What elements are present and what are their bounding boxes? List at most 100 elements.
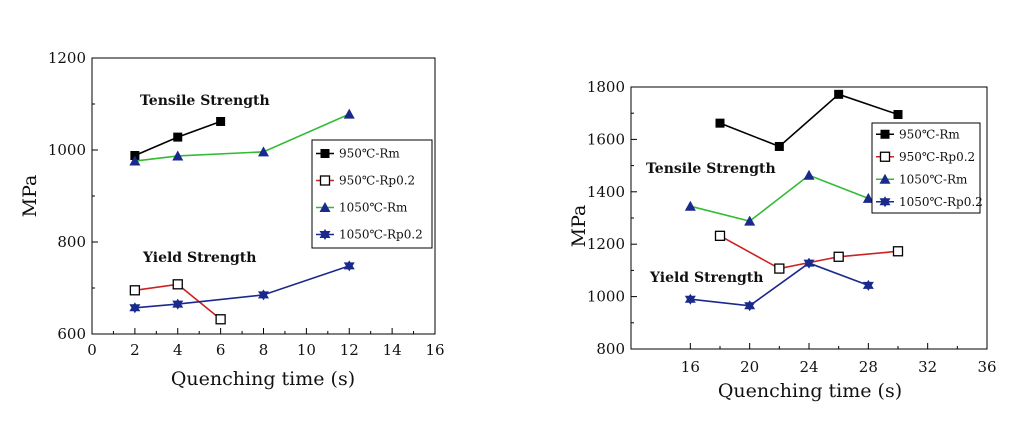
- data-point: [130, 151, 140, 161]
- y-tick-label: 1000: [48, 141, 86, 159]
- series-line: [134, 265, 350, 309]
- data-point: [892, 246, 904, 257]
- y-tick-label: 800: [596, 340, 625, 358]
- legend: 950℃-Rm 950℃-Rp0.2 1050℃-Rm 1050℃-Rp0.2: [311, 139, 433, 249]
- y-tick-label: 1200: [48, 49, 86, 67]
- data-point: [216, 116, 226, 126]
- data-point: [343, 260, 355, 272]
- legend-marker: [879, 151, 891, 162]
- legend-label: 1050℃-Rm: [899, 172, 968, 186]
- x-tick-label: 8: [259, 341, 269, 359]
- legend-marker: [879, 196, 891, 208]
- series-1: [129, 279, 226, 325]
- data-point: [803, 257, 815, 269]
- legend-label: 1050℃-Rp0.2: [339, 228, 423, 242]
- x-tick-label: 24: [799, 358, 818, 376]
- x-axis-label: Quenching time (s): [171, 368, 355, 390]
- legend-entry: 1050℃-Rm: [316, 201, 408, 215]
- data-point: [834, 89, 844, 99]
- legend-label: 950℃-Rp0.2: [899, 150, 975, 164]
- series-0: [715, 89, 903, 151]
- data-point: [803, 169, 815, 180]
- data-point: [833, 251, 844, 262]
- data-point: [172, 279, 183, 290]
- y-axis-label: MPa: [19, 175, 41, 218]
- legend: 950℃-Rm 950℃-Rp0.2 1050℃-Rm 1050℃-Rp0.2: [871, 122, 983, 214]
- data-point: [862, 192, 874, 203]
- data-point: [172, 150, 184, 161]
- data-point: [684, 200, 696, 211]
- x-tick-label: 10: [297, 341, 316, 359]
- data-point: [258, 289, 269, 301]
- data-point: [744, 215, 756, 226]
- y-tick-label: 1000: [587, 288, 625, 306]
- y-tick-label: 1800: [587, 78, 625, 96]
- series-line: [690, 262, 869, 307]
- data-point: [774, 141, 784, 151]
- series-2: [129, 108, 355, 166]
- legend-entry: 1050℃-Rp0.2: [316, 228, 423, 242]
- legend-marker: [879, 173, 891, 184]
- legend-entry: 950℃-Rm: [316, 147, 400, 161]
- legend-marker: [319, 175, 331, 186]
- data-point: [129, 285, 141, 296]
- data-point: [129, 155, 141, 166]
- x-tick-label: 36: [977, 358, 996, 376]
- legend-label: 1050℃-Rp0.2: [899, 195, 983, 209]
- x-tick-label: 16: [681, 358, 700, 376]
- data-point: [893, 110, 903, 120]
- x-tick-label: 16: [425, 341, 444, 359]
- series-group: [684, 89, 904, 312]
- x-tick-label: 4: [173, 341, 183, 359]
- legend-entry: 950℃-Rp0.2: [316, 174, 415, 188]
- ticks: [631, 86, 988, 350]
- x-tick-label: 12: [340, 341, 359, 359]
- y-axis-label: MPa: [568, 205, 590, 248]
- data-point: [774, 263, 785, 274]
- data-point: [258, 146, 269, 157]
- data-point: [714, 230, 726, 241]
- legend-marker: [319, 202, 331, 212]
- data-point: [715, 118, 725, 128]
- legend-box: [871, 122, 981, 214]
- tick-labels: 0 2 4 6 8 10 12 14 16 600 800 1000 1200: [48, 49, 445, 359]
- legend-label: 950℃-Rm: [339, 147, 400, 161]
- annotation-tensile: Tensile Strength: [140, 93, 270, 109]
- x-tick-label: 20: [740, 358, 759, 376]
- y-tick-label: 600: [57, 325, 86, 343]
- legend-label: 1050℃-Rm: [339, 201, 408, 215]
- legend-marker: [880, 129, 890, 139]
- legend-entry: 950℃-Rm: [876, 127, 960, 141]
- legend-label: 950℃-Rp0.2: [339, 174, 415, 188]
- data-point: [129, 302, 141, 314]
- series-line: [134, 113, 350, 162]
- legend-entry: 1050℃-Rp0.2: [876, 195, 983, 209]
- data-point: [173, 132, 183, 142]
- x-tick-label: 28: [859, 358, 878, 376]
- tick-labels: 16 20 24 28 32 36 800 1000 1200 1400 1600 1800: [587, 78, 997, 376]
- x-tick-label: 2: [130, 341, 140, 359]
- series-line: [719, 93, 899, 148]
- legend-entry: 1050℃-Rm: [876, 172, 968, 186]
- annotation-tensile: Tensile Strength: [646, 161, 776, 177]
- data-point: [343, 108, 355, 119]
- data-point: [744, 300, 756, 312]
- ticks: [91, 57, 436, 335]
- series-3: [129, 260, 355, 314]
- y-tick-label: 1200: [587, 235, 625, 253]
- legend-marker: [320, 149, 330, 158]
- y-tick-label: 1400: [587, 183, 625, 201]
- series-0: [130, 116, 226, 161]
- annotation-yield: Yield Strength: [649, 270, 763, 286]
- data-point: [862, 279, 874, 291]
- data-point: [172, 298, 184, 310]
- x-tick-label: 14: [383, 341, 402, 359]
- series-group: [129, 108, 355, 325]
- x-axis-label: Quenching time (s): [718, 380, 902, 402]
- y-tick-label: 800: [57, 233, 86, 251]
- chart-right: 16 20 24 28 32 36 800 1000 1200 1400 1600 1800 Quen…: [568, 78, 997, 402]
- y-tick-label: 1600: [587, 130, 625, 148]
- legend-marker: [319, 229, 331, 240]
- series-line: [690, 174, 869, 223]
